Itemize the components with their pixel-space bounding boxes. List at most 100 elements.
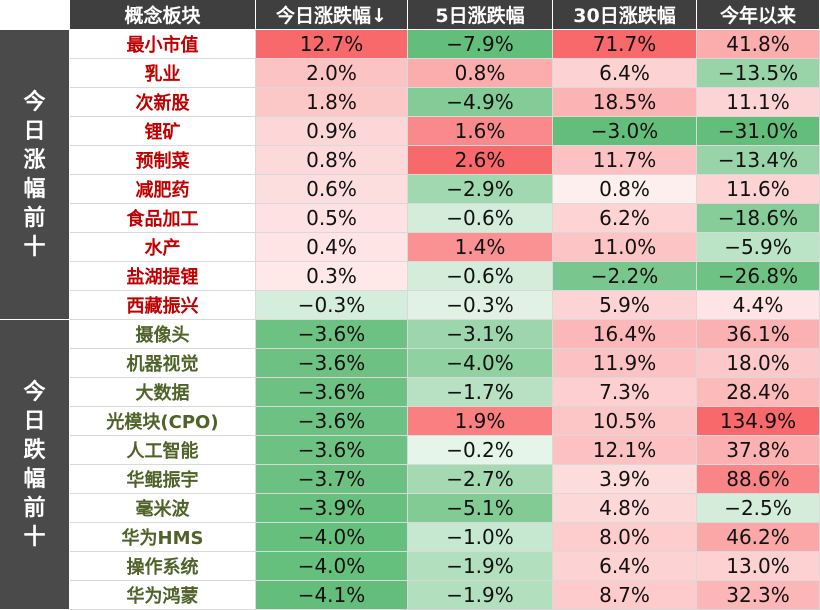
value-cell: −7.9% <box>408 30 553 59</box>
value-cell: 0.5% <box>256 204 408 233</box>
value-cell: −5.9% <box>697 233 820 262</box>
value-cell: −5.1% <box>408 494 553 523</box>
value-cell: 0.3% <box>256 262 408 291</box>
sector-name: 锂矿 <box>70 117 256 146</box>
value-cell: 12.7% <box>256 30 408 59</box>
value-cell: −2.9% <box>408 175 553 204</box>
sector-name: 西藏振兴 <box>70 291 256 320</box>
value-cell: −1.9% <box>408 552 553 581</box>
value-cell: −3.0% <box>553 117 697 146</box>
value-cell: 2.6% <box>408 146 553 175</box>
sector-name: 华为鸿蒙 <box>70 581 256 610</box>
value-cell: 7.3% <box>553 378 697 407</box>
value-cell: 46.2% <box>697 523 820 552</box>
value-cell: −2.7% <box>408 465 553 494</box>
value-cell: −4.0% <box>256 523 408 552</box>
value-cell: 16.4% <box>553 320 697 349</box>
value-cell: −1.7% <box>408 378 553 407</box>
value-cell: 37.8% <box>697 436 820 465</box>
sector-name: 乳业 <box>70 59 256 88</box>
value-cell: 6.2% <box>553 204 697 233</box>
value-cell: −3.6% <box>256 436 408 465</box>
value-cell: 5.9% <box>553 291 697 320</box>
value-cell: 0.8% <box>408 59 553 88</box>
column-header: 今日涨跌幅↓ <box>256 0 408 30</box>
sector-name: 机器视觉 <box>70 349 256 378</box>
value-cell: 36.1% <box>697 320 820 349</box>
value-cell: 8.7% <box>553 581 697 610</box>
sector-name: 预制菜 <box>70 146 256 175</box>
value-cell: −3.6% <box>256 349 408 378</box>
value-cell: 0.8% <box>553 175 697 204</box>
value-cell: −26.8% <box>697 262 820 291</box>
value-cell: −13.5% <box>697 59 820 88</box>
value-cell: 0.8% <box>256 146 408 175</box>
sector-name: 盐湖提锂 <box>70 262 256 291</box>
value-cell: 11.9% <box>553 349 697 378</box>
value-cell: −3.9% <box>256 494 408 523</box>
value-cell: 71.7% <box>553 30 697 59</box>
value-cell: 0.9% <box>256 117 408 146</box>
sector-name: 华为HMS <box>70 523 256 552</box>
value-cell: −0.2% <box>408 436 553 465</box>
value-cell: 28.4% <box>697 378 820 407</box>
value-cell: −0.6% <box>408 262 553 291</box>
value-cell: −18.6% <box>697 204 820 233</box>
sector-name: 大数据 <box>70 378 256 407</box>
value-cell: 0.4% <box>256 233 408 262</box>
header-corner <box>0 0 70 30</box>
value-cell: 18.0% <box>697 349 820 378</box>
value-cell: −2.2% <box>553 262 697 291</box>
value-cell: 1.9% <box>408 407 553 436</box>
value-cell: 8.0% <box>553 523 697 552</box>
value-cell: 11.7% <box>553 146 697 175</box>
value-cell: −4.9% <box>408 88 553 117</box>
value-cell: −2.5% <box>697 494 820 523</box>
value-cell: 1.6% <box>408 117 553 146</box>
value-cell: −1.9% <box>408 581 553 610</box>
value-cell: −0.3% <box>256 291 408 320</box>
value-cell: −3.7% <box>256 465 408 494</box>
column-header: 概念板块 <box>70 0 256 30</box>
value-cell: −4.0% <box>408 349 553 378</box>
value-cell: −0.3% <box>408 291 553 320</box>
value-cell: 0.6% <box>256 175 408 204</box>
value-cell: 2.0% <box>256 59 408 88</box>
sector-name: 毫米波 <box>70 494 256 523</box>
group-label: 今日涨幅前十 <box>0 30 70 320</box>
value-cell: −3.6% <box>256 320 408 349</box>
column-header: 5日涨跌幅 <box>408 0 553 30</box>
sector-name: 最小市值 <box>70 30 256 59</box>
sector-name: 食品加工 <box>70 204 256 233</box>
value-cell: 1.4% <box>408 233 553 262</box>
group-label: 今日跌幅前十 <box>0 320 70 610</box>
column-header: 30日涨跌幅 <box>553 0 697 30</box>
value-cell: −13.4% <box>697 146 820 175</box>
value-cell: 13.0% <box>697 552 820 581</box>
value-cell: 1.8% <box>256 88 408 117</box>
sector-name: 水产 <box>70 233 256 262</box>
sector-name: 光模块(CPO) <box>70 407 256 436</box>
value-cell: 41.8% <box>697 30 820 59</box>
value-cell: −3.1% <box>408 320 553 349</box>
value-cell: 32.3% <box>697 581 820 610</box>
value-cell: 134.9% <box>697 407 820 436</box>
value-cell: −3.6% <box>256 378 408 407</box>
value-cell: 10.5% <box>553 407 697 436</box>
value-cell: 4.4% <box>697 291 820 320</box>
sector-name: 次新股 <box>70 88 256 117</box>
value-cell: −3.6% <box>256 407 408 436</box>
sector-name: 人工智能 <box>70 436 256 465</box>
value-cell: 11.0% <box>553 233 697 262</box>
value-cell: 6.4% <box>553 59 697 88</box>
value-cell: −31.0% <box>697 117 820 146</box>
value-cell: 11.1% <box>697 88 820 117</box>
value-cell: 4.8% <box>553 494 697 523</box>
sector-name: 操作系统 <box>70 552 256 581</box>
value-cell: −4.0% <box>256 552 408 581</box>
value-cell: −0.6% <box>408 204 553 233</box>
sector-name: 减肥药 <box>70 175 256 204</box>
value-cell: 12.1% <box>553 436 697 465</box>
value-cell: 18.5% <box>553 88 697 117</box>
